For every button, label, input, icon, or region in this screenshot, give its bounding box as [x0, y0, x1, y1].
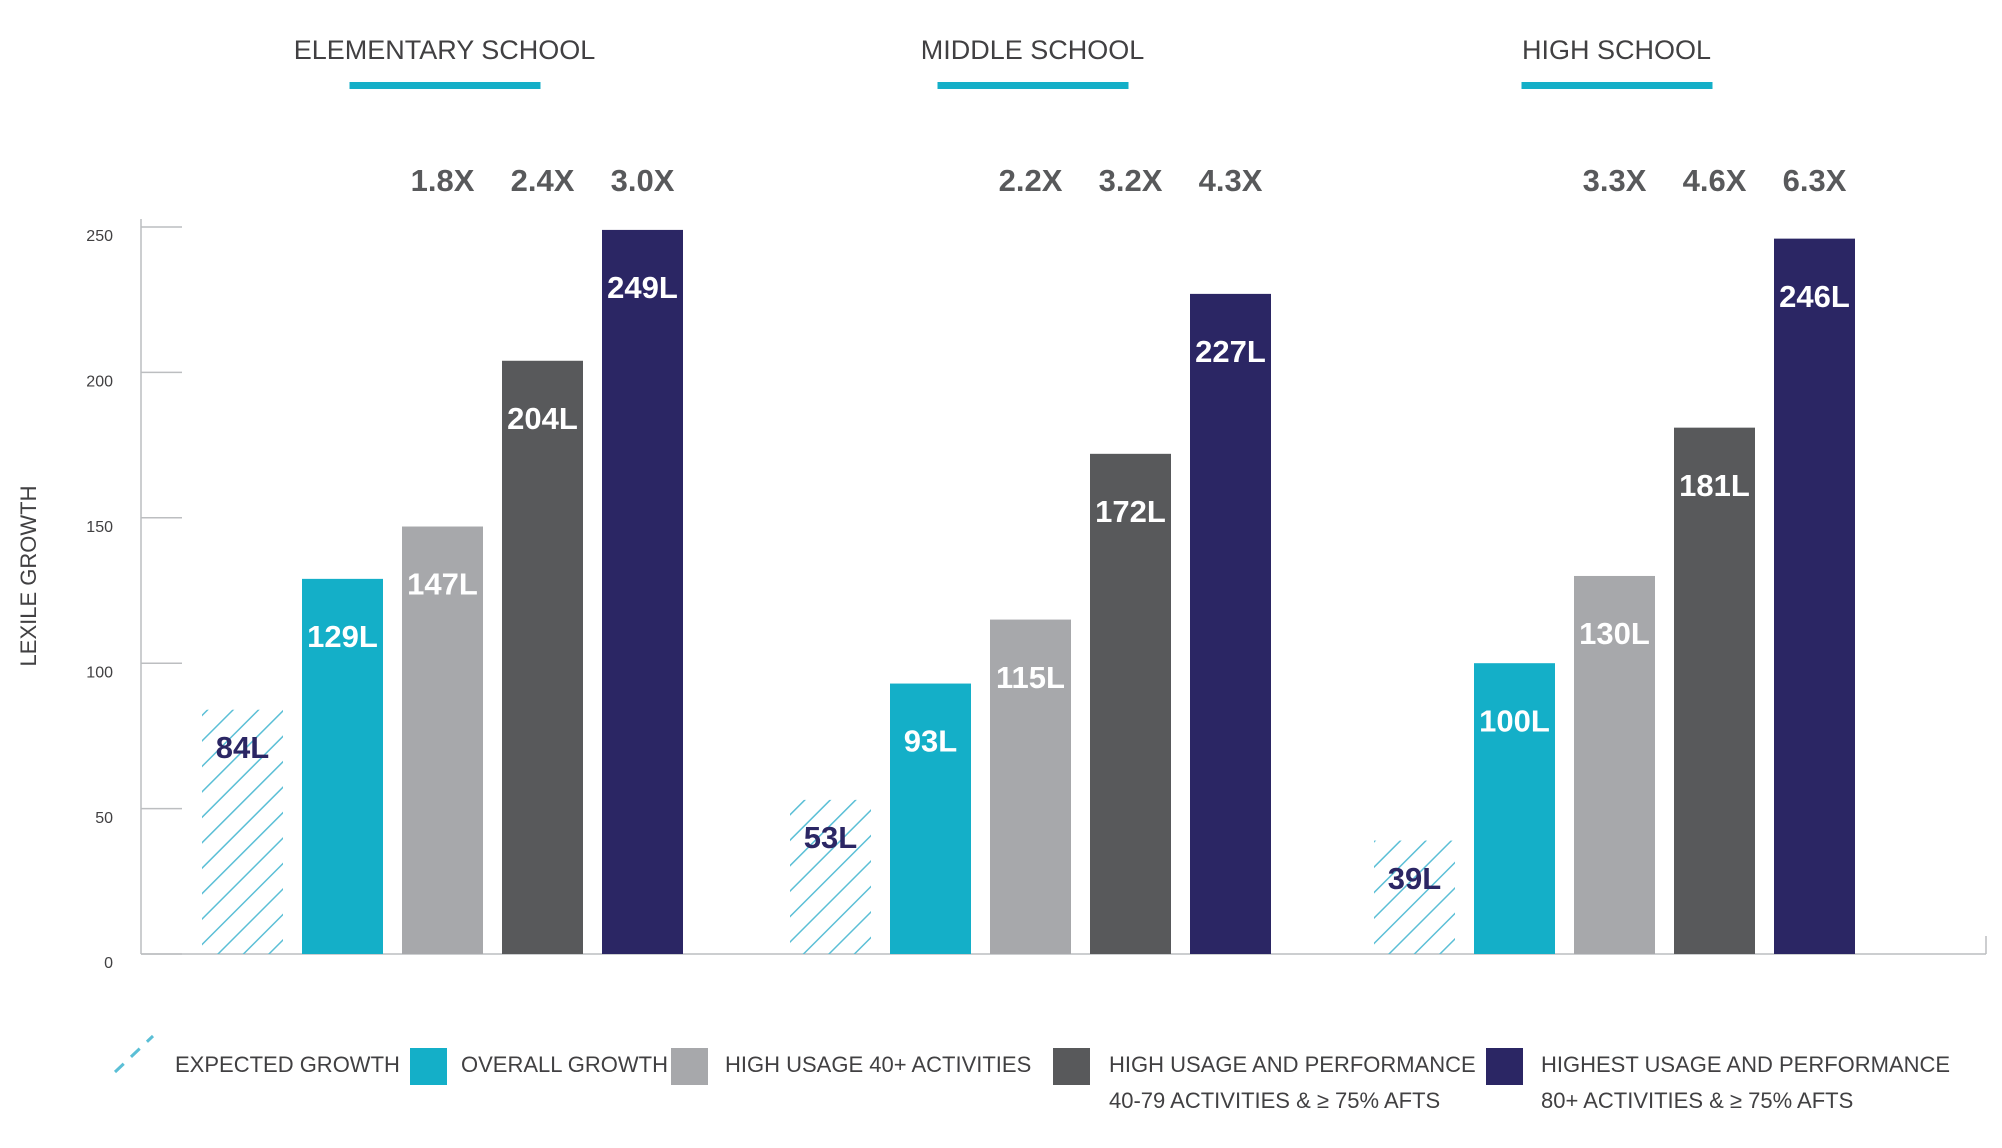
- multiplier-label: 2.4X: [511, 163, 575, 198]
- group-title: HIGH SCHOOL: [1522, 35, 1711, 65]
- legend-label: HIGH USAGE AND PERFORMANCE: [1109, 1052, 1476, 1077]
- bar: [202, 709, 283, 954]
- bar: [1674, 427, 1755, 955]
- multiplier-label: 6.3X: [1783, 163, 1847, 198]
- legend-swatch: [1053, 1048, 1090, 1085]
- value-label: 129L: [307, 619, 378, 654]
- value-label: 115L: [996, 660, 1065, 695]
- multiplier-label: 3.3X: [1583, 163, 1647, 198]
- legend-swatch: [671, 1048, 708, 1085]
- group-underline: [1521, 82, 1713, 89]
- multiplier-label: 4.6X: [1683, 163, 1747, 198]
- group-title: ELEMENTARY SCHOOL: [294, 35, 596, 65]
- y-tick-label: 100: [86, 664, 113, 681]
- bar: [790, 799, 871, 954]
- bar: [890, 683, 971, 954]
- bar: [1190, 293, 1271, 954]
- y-tick-label: 150: [86, 519, 113, 536]
- y-tick-label: 50: [95, 810, 113, 827]
- value-label: 53L: [804, 820, 857, 855]
- value-label: 181L: [1679, 468, 1750, 503]
- value-label: 249L: [607, 270, 678, 305]
- legend-sublabel: 80+ ACTIVITIES & ≥ 75% AFTS: [1541, 1088, 1853, 1113]
- multiplier-label: 1.8X: [411, 163, 475, 198]
- bar: [402, 526, 483, 954]
- legend-label: EXPECTED GROWTH: [175, 1052, 400, 1077]
- bar: [302, 578, 383, 954]
- value-label: 93L: [904, 724, 957, 759]
- legend-swatch: [1486, 1048, 1523, 1085]
- value-label: 147L: [407, 567, 478, 602]
- value-label: 204L: [507, 401, 578, 436]
- bar: [1474, 663, 1555, 954]
- group-underline: [937, 82, 1129, 89]
- legend-swatch: [410, 1048, 447, 1085]
- legend-hatch: [113, 1034, 155, 1074]
- y-tick-label: 250: [86, 228, 113, 245]
- group-underline: [349, 82, 541, 89]
- y-axis-title: LEXILE GROWTH: [16, 486, 41, 667]
- bar: [1374, 840, 1455, 954]
- legend-label: HIGH USAGE 40+ ACTIVITIES: [725, 1052, 1031, 1077]
- bar: [1574, 575, 1655, 954]
- value-label: 172L: [1095, 494, 1166, 529]
- multiplier-label: 2.2X: [999, 163, 1063, 198]
- value-label: 100L: [1479, 703, 1550, 738]
- value-label: 84L: [216, 730, 269, 765]
- bar: [1090, 453, 1171, 954]
- group-title: MIDDLE SCHOOL: [921, 35, 1145, 65]
- y-tick-label: 200: [86, 374, 113, 391]
- bar: [602, 229, 683, 954]
- multiplier-label: 4.3X: [1199, 163, 1263, 198]
- value-label: 39L: [1388, 861, 1441, 896]
- legend-sublabel: 40-79 ACTIVITIES & ≥ 75% AFTS: [1109, 1088, 1440, 1113]
- bar: [990, 619, 1071, 954]
- multiplier-label: 3.2X: [1099, 163, 1163, 198]
- multiplier-label: 3.0X: [611, 163, 675, 198]
- legend-label: HIGHEST USAGE AND PERFORMANCE: [1541, 1052, 1950, 1077]
- value-label: 130L: [1579, 616, 1650, 651]
- bar: [1774, 238, 1855, 954]
- y-tick-label: 0: [104, 955, 113, 972]
- bar: [502, 360, 583, 954]
- value-label: 227L: [1195, 334, 1266, 369]
- legend-label: OVERALL GROWTH: [461, 1052, 668, 1077]
- value-label: 246L: [1779, 279, 1850, 314]
